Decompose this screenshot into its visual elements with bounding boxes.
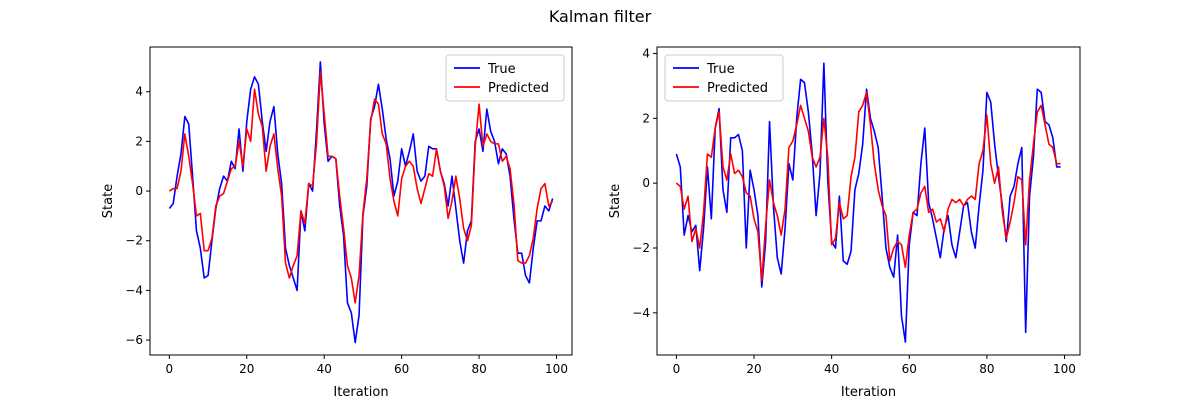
legend-label-predicted: Predicted (707, 81, 768, 96)
x-tick-label: 80 (979, 362, 994, 376)
legend-label-true: True (706, 62, 735, 77)
plot-frame (656, 46, 1081, 356)
y-tick-label: −4 (632, 306, 650, 320)
x-axis-label: Iteration (841, 385, 896, 400)
legend-box (445, 54, 565, 102)
y-tick-label: 4 (642, 46, 650, 60)
x-tick-label: 100 (545, 362, 568, 376)
y-tick-label: 0 (642, 176, 650, 190)
x-axis-label: Iteration (333, 385, 388, 400)
x-tick-label: 40 (824, 362, 839, 376)
y-tick-label: −2 (125, 234, 143, 248)
y-axis-label: State (608, 184, 623, 218)
series-line-predicted (675, 91, 1061, 282)
figure-title: Kalman filter (549, 7, 652, 26)
x-tick-label: 40 (317, 362, 332, 376)
y-tick-label: −4 (125, 283, 143, 297)
x-tick-label: 20 (746, 362, 761, 376)
y-tick-label: −6 (125, 333, 143, 347)
y-axis-label: State (101, 184, 116, 218)
x-tick-label: 20 (239, 362, 254, 376)
x-tick-label: 100 (1053, 362, 1076, 376)
legend-label-predicted: Predicted (488, 81, 549, 96)
legend: True Predicted (664, 54, 784, 102)
y-tick-label: 4 (135, 85, 143, 99)
x-tick-label: 60 (394, 362, 409, 376)
x-tick-label: 0 (166, 362, 174, 376)
x-tick-label: 0 (673, 362, 681, 376)
x-tick-label: 60 (902, 362, 917, 376)
legend-label-true: True (487, 62, 516, 77)
y-tick-label: 0 (135, 184, 143, 198)
left-plot: 0 20 40 60 80 100 −6 −4 −2 0 2 4 Iteration State True P… (101, 46, 573, 400)
series-line-predicted (168, 71, 554, 304)
x-tick-label: 80 (471, 362, 486, 376)
y-tick-label: 2 (642, 111, 650, 125)
right-plot: 0 20 40 60 80 100 −4 −2 0 2 4 Iteration State True Pre… (608, 46, 1081, 400)
y-tick-label: 2 (135, 134, 143, 148)
series-line-true (168, 61, 554, 344)
y-tick-label: −2 (632, 241, 650, 255)
plot-frame (149, 46, 573, 356)
legend: True Predicted (445, 54, 565, 102)
legend-box (664, 54, 784, 102)
